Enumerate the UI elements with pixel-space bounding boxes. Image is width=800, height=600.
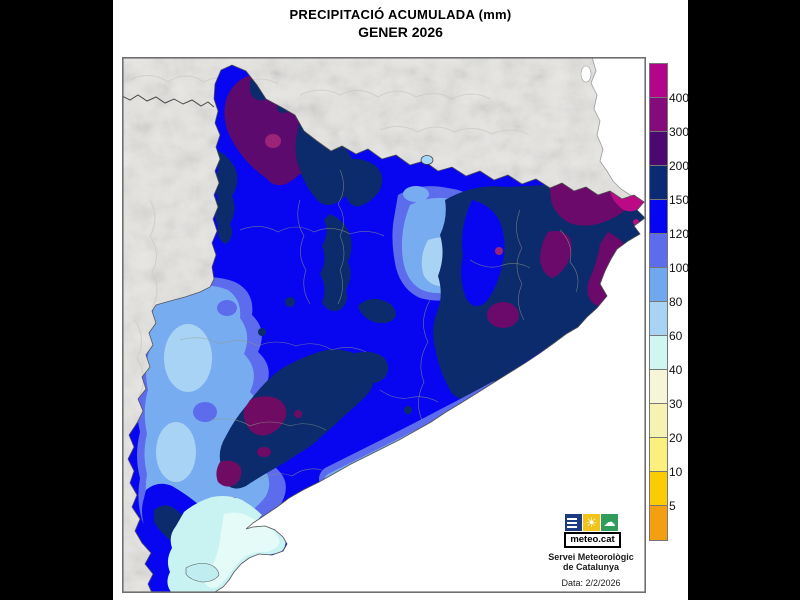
precipitation-legend (649, 63, 668, 541)
france-border-line (121, 94, 215, 108)
delta-spit (185, 563, 220, 583)
legend-color-cell (650, 472, 667, 506)
hamburger-icon (567, 518, 577, 528)
legend-value-label: 400 (669, 91, 690, 105)
organization-name: Servei Meteorològic de Catalunya (531, 552, 651, 572)
legend-color-cell (650, 200, 667, 234)
map-title: PRECIPITACIÓ ACUMULADA (mm) (289, 7, 512, 22)
org-line1: Servei Meteorològic (548, 552, 634, 562)
legend-color-cell (650, 438, 667, 472)
catalonia-precipitation-map (121, 56, 647, 594)
legend-color-cell (650, 404, 667, 438)
map-frame (122, 56, 647, 594)
legend-value-label: 100 (669, 261, 690, 275)
meteocat-wordmark: meteo.cat (564, 532, 621, 548)
legend-color-cell (650, 234, 667, 268)
map-subtitle: GENER 2026 (358, 24, 443, 40)
legend-color-cell (650, 166, 667, 200)
legend-value-label: 150 (669, 193, 690, 207)
title-block: PRECIPITACIÓ ACUMULADA (mm) GENER 2026 (113, 7, 688, 40)
legend-color-cell (650, 506, 667, 540)
map-date: Data: 2/2/2026 (561, 578, 621, 588)
legend-value-label: 20 (669, 431, 683, 445)
legend-value-label: 300 (669, 125, 690, 139)
legend-value-label: 10 (669, 465, 683, 479)
legend-value-label: 30 (669, 397, 683, 411)
legend-color-cell (650, 268, 667, 302)
legend-value-label: 80 (669, 295, 683, 309)
org-line2: de Catalunya (562, 562, 620, 572)
legend-value-label: 40 (669, 363, 683, 377)
border-lake (420, 155, 434, 165)
comarca-borders (179, 169, 579, 481)
french-lagoon (580, 65, 592, 83)
legend-color-cell (650, 302, 667, 336)
legend-color-cell (650, 64, 667, 98)
catalonia-outline (127, 64, 646, 594)
legend-value-label: 5 (669, 499, 676, 513)
legend-color-cell (650, 336, 667, 370)
legend-color-cell (650, 370, 667, 404)
legend-color-cell (650, 98, 667, 132)
map-sheet: PRECIPITACIÓ ACUMULADA (mm) GENER 2026 (113, 0, 690, 600)
meteocat-logo: ☀ ☁ (565, 514, 618, 531)
map-area (121, 56, 647, 594)
sun-icon: ☀ (583, 514, 600, 531)
legend-value-label: 60 (669, 329, 683, 343)
legend-color-cell (650, 132, 667, 166)
legend-value-label: 120 (669, 227, 690, 241)
cloud-icon: ☁ (601, 514, 618, 531)
logo-menu-icon (565, 514, 582, 531)
legend-value-label: 200 (669, 159, 690, 173)
